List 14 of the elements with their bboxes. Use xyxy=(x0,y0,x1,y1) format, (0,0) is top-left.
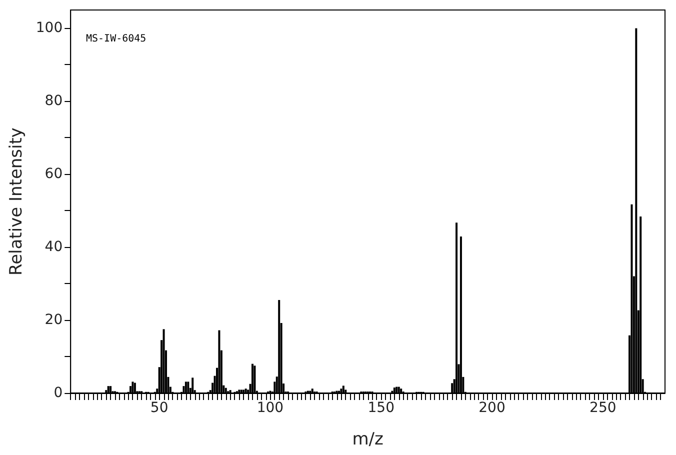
y-tick-label: 20 xyxy=(44,312,63,328)
y-tick-label: 0 xyxy=(54,385,63,401)
y-tick-label: 100 xyxy=(36,20,63,36)
x-tick-label: 250 xyxy=(590,400,616,416)
y-tick-label: 60 xyxy=(44,166,63,182)
x-tick-label: 100 xyxy=(256,400,284,416)
y-tick-label: 40 xyxy=(44,239,63,256)
x-tick-label: 50 xyxy=(150,400,168,416)
x-tick-label: 200 xyxy=(478,400,506,416)
y-tick-label: 80 xyxy=(44,93,63,110)
annotation: MS-IW-6045 xyxy=(86,34,146,44)
y-axis-title: Relative Intensity xyxy=(6,128,26,276)
x-axis-title: m/z xyxy=(352,430,384,450)
x-tick-label: 150 xyxy=(368,400,394,416)
